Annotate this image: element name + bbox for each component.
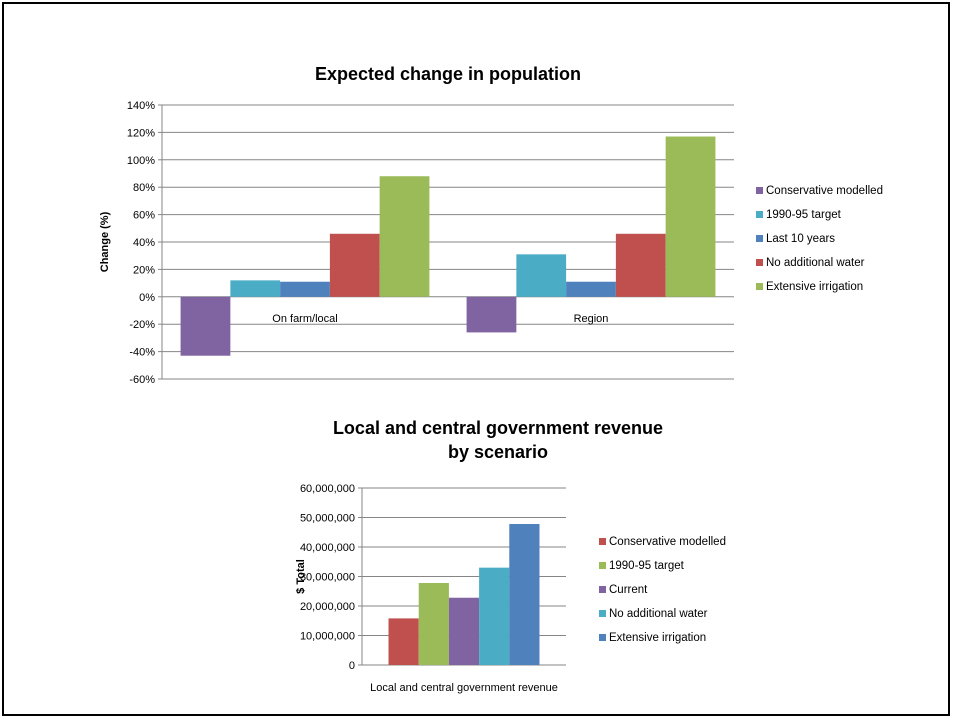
legend-swatch	[756, 283, 763, 290]
y-tick-label: 50,000,000	[300, 513, 355, 525]
chart-title: Expected change in population	[315, 64, 581, 84]
chart-title: by scenario	[448, 442, 548, 462]
bar-extensive-irrigation	[379, 176, 430, 297]
y-axis-label: $ Total	[295, 559, 307, 594]
bar-conservative-modelled	[388, 618, 419, 665]
legend-label: Conservative modelled	[766, 185, 883, 197]
y-tick-label: 60,000,000	[300, 483, 355, 495]
y-tick-label: -20%	[129, 319, 155, 331]
bar-1990-95-target	[516, 254, 567, 297]
legend-label: 1990-95 target	[609, 560, 685, 572]
y-tick-label: -40%	[129, 347, 155, 359]
legend-swatch	[756, 211, 763, 218]
y-axis-label: Change (%)	[99, 211, 111, 272]
bar-conservative-modelled	[466, 296, 517, 333]
category-label: Local and central government revenue	[370, 682, 558, 694]
bar-extensive-irrigation	[665, 136, 716, 297]
bar-1990-95-target	[418, 582, 449, 665]
category-label: On farm/local	[272, 313, 337, 325]
y-tick-label: 30,000,000	[300, 572, 355, 584]
legend-swatch	[756, 187, 763, 194]
y-tick-label: 20,000,000	[300, 601, 355, 613]
population-change-chart: Expected change in population 140% 120% 100…	[99, 64, 883, 386]
legend-swatch	[756, 259, 763, 266]
government-revenue-chart: Local and central government revenue by s…	[295, 418, 726, 694]
y-tick-label: 40,000,000	[300, 542, 355, 554]
bar-last-10-years	[566, 281, 616, 297]
chart-title: Local and central government revenue	[333, 418, 663, 438]
y-tick-label: 80%	[133, 182, 155, 194]
legend-label: 1990-95 target	[766, 209, 842, 221]
legend-swatch	[756, 235, 763, 242]
legend-swatch	[599, 562, 606, 569]
legend-swatch	[599, 586, 606, 593]
legend-label: Last 10 years	[766, 233, 835, 245]
bar-no-additional-water	[329, 233, 380, 297]
category-label: Region	[574, 313, 609, 325]
bar-current	[448, 597, 480, 665]
y-tick-label: 140%	[127, 100, 155, 112]
y-tick-label: 120%	[127, 127, 155, 139]
y-tick-label: -60%	[129, 374, 155, 386]
legend-label: No additional water	[609, 608, 708, 620]
bar-no-additional-water	[479, 567, 510, 665]
bar-1990-95-target	[230, 280, 281, 297]
legend-swatch	[599, 634, 606, 641]
y-tick-label: 60%	[133, 210, 155, 222]
legend-swatch	[599, 610, 606, 617]
y-tick-label: 0%	[139, 292, 155, 304]
y-tick-label: 100%	[127, 155, 155, 167]
y-tick-label: 40%	[133, 237, 155, 249]
legend-label: Conservative modelled	[609, 536, 726, 548]
bar-last-10-years	[280, 281, 330, 297]
legend-label: Extensive irrigation	[609, 632, 706, 644]
legend-swatch	[599, 538, 606, 545]
bar-extensive-irrigation	[509, 523, 540, 665]
legend-label: Extensive irrigation	[766, 281, 863, 293]
y-tick-label: 20%	[133, 264, 155, 276]
legend-label: Current	[609, 584, 648, 596]
bar-conservative-modelled	[180, 296, 231, 356]
bar-no-additional-water	[615, 233, 666, 297]
y-tick-label: 10,000,000	[300, 631, 355, 643]
y-tick-label: 0	[349, 660, 355, 672]
legend-label: No additional water	[766, 257, 865, 269]
